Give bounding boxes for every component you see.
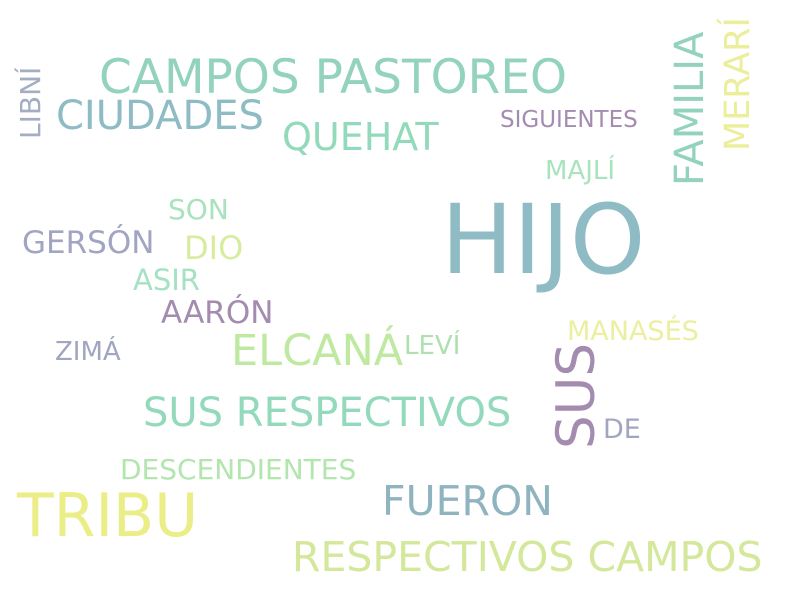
word-majli: MAJLÍ — [545, 156, 616, 186]
word-campos-pastoreo: CAMPOS PASTOREO — [99, 50, 568, 105]
word-zima: ZIMÁ — [55, 337, 121, 367]
word-respectivos-campos: RESPECTIVOS CAMPOS — [292, 533, 763, 581]
word-siguientes: SIGUIENTES — [500, 107, 638, 133]
word-sus-respectivos: SUS RESPECTIVOS — [143, 390, 512, 436]
word-descendientes: DESCENDIENTES — [120, 453, 357, 486]
word-de: DE — [603, 414, 641, 445]
word-merari: MERARÍ — [718, 17, 758, 151]
word-aaron: AARÓN — [161, 295, 274, 331]
word-quehat: QUEHAT — [282, 115, 439, 159]
word-asir: ASIR — [133, 263, 200, 297]
word-levi: LEVÍ — [404, 331, 461, 361]
word-hijo: HIJO — [441, 184, 646, 296]
word-familia: FAMILIA — [667, 31, 713, 186]
word-ciudades: CIUDADES — [56, 93, 264, 139]
word-fueron: FUERON — [382, 477, 553, 525]
word-manases: MANASÉS — [567, 316, 699, 347]
word-tribu: TRIBU — [17, 481, 199, 551]
word-gerson: GERSÓN — [22, 225, 155, 261]
word-son: SON — [168, 193, 229, 226]
word-dio: DIO — [184, 229, 244, 267]
word-libni: LIBNÍ — [14, 66, 47, 139]
word-elcana: ELCANÁ — [231, 326, 404, 376]
word-sus: SUS — [546, 342, 607, 449]
